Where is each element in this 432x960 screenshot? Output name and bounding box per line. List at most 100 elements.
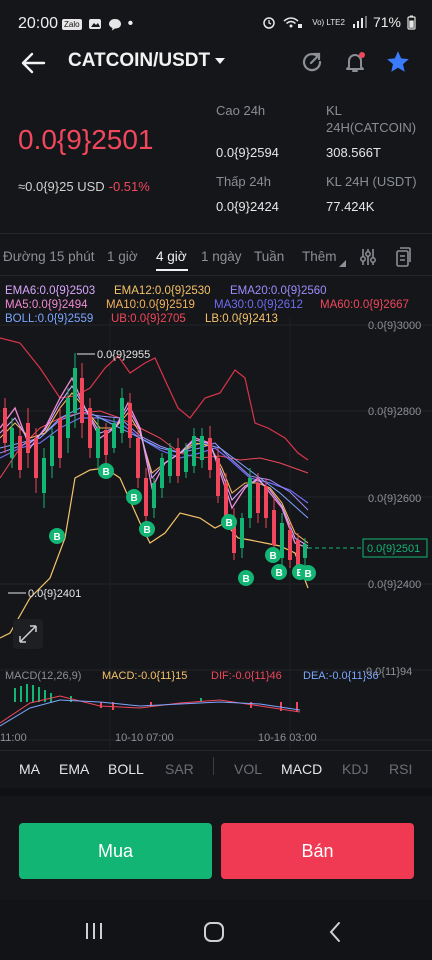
boll-upper-line [0,338,308,460]
strip-macd[interactable]: MACD [281,761,322,777]
svg-text:B: B [131,493,138,504]
price-change: -0.51% [109,179,150,194]
buy-marker: B [126,489,142,505]
zalo-icon: Zalo [62,19,82,30]
battery-icon [407,15,416,30]
vol-coin-label-1: KL [326,103,342,118]
wifi-call-icon [282,15,304,29]
y-axis-label: 0.0{9}2600 [368,493,421,505]
buy-marker: B [221,514,237,530]
status-bar: 20:00 Zalo • Vo) LTE2 71% [0,0,432,44]
clock: 20:00 [18,15,58,33]
low-24h-label: Thấp 24h [216,174,271,189]
caret-down-icon [214,57,226,65]
tab-more[interactable]: Thêm [302,249,337,264]
volte-icon: Vo) LTE2 [310,17,347,28]
share-button[interactable] [298,48,326,76]
y-axis-label: 0.0{9}3000 [368,320,421,332]
buy-marker: B [49,528,65,544]
battery-level: 71% [373,14,401,30]
divider [0,275,432,276]
buy-button[interactable]: Mua [19,823,212,879]
svg-text:B: B [226,518,233,529]
back-arrow-icon[interactable] [18,48,50,78]
vol-usdt-label: KL 24H (USDT) [326,174,417,189]
pair-selector[interactable]: CATCOIN/USDT [68,50,226,72]
svg-text:B: B [54,532,61,543]
home-icon[interactable] [203,921,225,943]
usd-price: ≈0.0{9}25 USD -0.51% [18,179,150,194]
dot-icon: • [128,15,134,33]
back-nav-icon[interactable] [327,921,343,943]
max-price-label: 0.0{9}2955 [97,349,150,361]
indicator-settings-icon[interactable] [359,247,377,267]
tab-1d[interactable]: 1 ngày [201,249,242,264]
buy-marker: B [271,564,287,580]
tab-1h[interactable]: 1 giờ [107,249,138,264]
current-price-label: 0.0{9}2501 [367,543,420,555]
indicator-strip: MA EMA BOLL SAR VOL MACD KDJ RSI [0,755,432,785]
alarm-icon [262,15,276,29]
bell-icon [343,50,367,74]
copy-icon[interactable] [394,246,412,268]
macd-histogram [14,684,298,712]
alert-button[interactable] [341,48,369,76]
high-24h-label: Cao 24h [216,103,265,118]
y-axis-label: 0.0{9}2400 [368,579,421,591]
x-axis-label: 10-16 03:00 [258,732,317,744]
macd-axis-label: 0.0{11}94 [366,666,412,678]
tab-15m[interactable]: Đường 15 phút [3,249,94,264]
strip-sar[interactable]: SAR [165,761,194,777]
expand-chart-icon[interactable] [13,619,43,649]
dif-value: DIF:-0.0{11}46 [211,670,282,682]
sell-button[interactable]: Bán [221,823,414,879]
message-icon [108,18,122,31]
svg-text:B: B [276,568,283,579]
interval-tabs: Đường 15 phút 1 giờ 4 giờ 1 ngày Tuần Th… [0,243,432,273]
tab-4h[interactable]: 4 giờ [156,249,187,264]
strip-rsi[interactable]: RSI [389,761,412,777]
svg-text:B: B [270,551,277,562]
x-axis-label: 10-10 07:00 [115,732,174,744]
more-caret-icon [339,260,346,267]
tab-active-indicator [156,269,188,271]
min-price-label: 0.0{9}2401 [28,588,81,600]
buy-marker: B [300,565,316,581]
strip-vol[interactable]: VOL [234,761,262,777]
high-24h-value: 0.0{9}2594 [216,145,279,160]
svg-text:B: B [305,569,312,580]
strip-kdj[interactable]: KDJ [342,761,368,777]
usd-value: ≈0.0{9}25 USD [18,179,105,194]
divider [0,233,432,234]
divider [0,750,432,751]
ma5-line [0,378,308,548]
signal-icon [353,16,367,28]
strip-ma[interactable]: MA [19,761,40,777]
y-axis-label: 0.0{9}2800 [368,406,421,418]
buy-marker: B [139,521,155,537]
ma10-line [0,393,308,543]
low-24h-value: 0.0{9}2424 [216,199,279,214]
recent-apps-icon[interactable] [84,922,104,940]
gallery-icon [88,18,102,30]
buy-marker: B [265,547,281,563]
favorite-button[interactable] [384,48,412,76]
vol-coin-label-2: 24H(CATCOIN) [326,120,416,135]
x-axis-label: 11:00 [0,732,27,744]
macd-title: MACD(12,26,9) [5,670,81,682]
star-icon [385,49,411,75]
strip-ema[interactable]: EMA [59,761,89,777]
candlestick-chart[interactable]: 0.0{9}3000 0.0{9}2800 0.0{9}2600 0.0{9}2… [0,278,432,748]
system-icons: Vo) LTE2 71% [262,14,416,30]
ema6-line [0,386,308,546]
separator-bar [0,788,432,796]
header: CATCOIN/USDT [0,40,432,84]
tab-week[interactable]: Tuần [254,249,284,264]
last-price: 0.0{9}2501 [18,124,154,156]
strip-boll[interactable]: BOLL [108,761,144,777]
notification-icons: Zalo • [62,15,133,33]
pair-name: CATCOIN/USDT [68,50,210,72]
vol-usdt-value: 77.424K [326,199,374,214]
svg-text:B: B [103,467,110,478]
buy-marker: B [238,570,254,586]
